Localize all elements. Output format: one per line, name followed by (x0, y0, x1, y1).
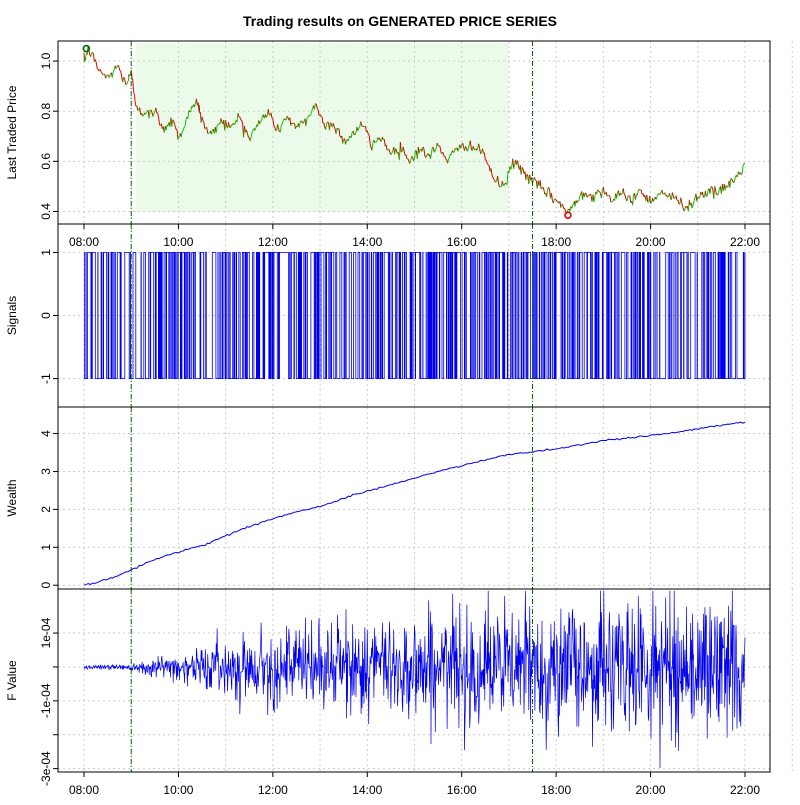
price-segment (375, 142, 376, 143)
ytick-label-fvalue: 1e-04 (39, 617, 53, 648)
ytick-label-signals: 1 (39, 249, 53, 256)
price-segment (731, 178, 732, 179)
ytick-label-price: 0.4 (39, 203, 53, 220)
ytick-label-wealth: 1 (39, 544, 53, 551)
ylabel-fvalue: F Value (5, 660, 19, 701)
price-segment (561, 206, 562, 208)
price-segment (439, 146, 440, 147)
price-segment (572, 205, 573, 208)
xtick-label: 10:00 (163, 235, 193, 249)
price-segment (189, 111, 190, 112)
ytick-label-wealth: 2 (39, 506, 53, 513)
xtick-label: 16:00 (447, 783, 477, 797)
price-segment (328, 122, 329, 123)
xtick-label: 14:00 (352, 783, 382, 797)
ylabel-wealth: Wealth (5, 479, 19, 516)
xtick-label: 20:00 (636, 783, 666, 797)
xtick-label: 18:00 (541, 783, 571, 797)
price-segment (294, 123, 295, 124)
price-segment (401, 152, 402, 153)
price-segment (607, 195, 608, 196)
price-segment (611, 202, 612, 203)
price-segment (571, 207, 572, 208)
ytick-label-fvalue: -1e-04 (39, 683, 53, 718)
price-segment (310, 115, 311, 116)
xtick-label: 22:00 (730, 783, 760, 797)
price-segment (698, 197, 699, 198)
price-segment (173, 120, 174, 121)
price-segment (565, 210, 566, 212)
xtick-label: 08:00 (69, 235, 99, 249)
xtick-label: 12:00 (258, 235, 288, 249)
xtick-label: 12:00 (258, 783, 288, 797)
price-segment (120, 70, 121, 71)
price-segment (97, 69, 98, 70)
ytick-label-signals: 0 (39, 312, 53, 319)
price-segment (741, 174, 742, 175)
price-segment (488, 165, 489, 166)
price-segment (284, 119, 285, 120)
ytick-label-wealth: 3 (39, 468, 53, 475)
price-segment (315, 103, 316, 104)
ytick-label-price: 0.8 (39, 103, 53, 120)
ytick-label-wealth: 0 (39, 582, 53, 589)
xtick-label: 20:00 (636, 235, 666, 249)
xtick-label: 08:00 (69, 783, 99, 797)
ytick-label-price: 0.6 (39, 153, 53, 170)
xtick-label: 14:00 (352, 235, 382, 249)
price-segment (359, 127, 360, 128)
price-segment (535, 180, 536, 181)
price-segment (266, 117, 267, 118)
ytick-label-fvalue: -3e-04 (39, 751, 53, 786)
ytick-label-price: 1.0 (39, 52, 53, 69)
xtick-label: 18:00 (541, 235, 571, 249)
price-segment (573, 204, 574, 205)
price-segment (415, 150, 416, 151)
price-segment (108, 75, 109, 76)
xtick-label: 16:00 (447, 235, 477, 249)
price-segment (564, 208, 565, 210)
training-shaded-region (136, 43, 509, 212)
ytick-label-signals: -1 (39, 373, 53, 384)
price-segment (248, 137, 249, 138)
price-segment (138, 110, 139, 111)
ylabel-price: Last Traded Price (5, 85, 19, 179)
price-segment (651, 203, 652, 204)
price-segment (485, 160, 486, 161)
price-segment (562, 204, 563, 205)
ytick-label-wealth: 4 (39, 430, 53, 437)
xtick-label: 10:00 (163, 783, 193, 797)
ylabel-signals: Signals (5, 296, 19, 335)
chart-title: Trading results on GENERATED PRICE SERIE… (243, 13, 557, 29)
xtick-label: 22:00 (730, 235, 760, 249)
